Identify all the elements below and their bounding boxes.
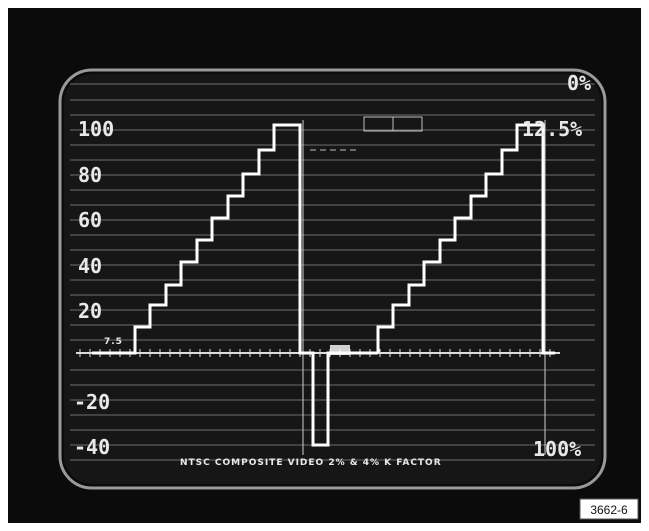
staircase-waveform-right [376, 123, 555, 355]
baseline-axis [76, 349, 560, 357]
staircase-waveform-left [92, 123, 378, 447]
percent-label-upper: 12.5% [522, 117, 582, 141]
crt-screen [64, 74, 601, 484]
percent-label-top: 0% [567, 71, 591, 95]
scale-label-20: 20 [78, 299, 102, 323]
figure-number: 3662-6 [590, 503, 628, 517]
graticule-caption: NTSC COMPOSITE VIDEO 2% & 4% K FACTOR [180, 458, 442, 468]
sync-pulse-glow [330, 345, 350, 355]
scale-label-80: 80 [78, 163, 102, 187]
scale-label-60: 60 [78, 208, 102, 232]
scale-label-minus-20: -20 [74, 390, 110, 414]
figure-number-box [579, 498, 639, 520]
graticule-horizontal [70, 83, 595, 461]
scale-label-minus-40: -40 [74, 435, 110, 459]
scale-label-100: 100 [78, 117, 114, 141]
scale-label-40: 40 [78, 254, 102, 278]
crt-bezel [58, 68, 607, 490]
scale-label-7-5: 7.5 [104, 337, 123, 347]
percent-label-bottom: 100% [533, 437, 581, 461]
